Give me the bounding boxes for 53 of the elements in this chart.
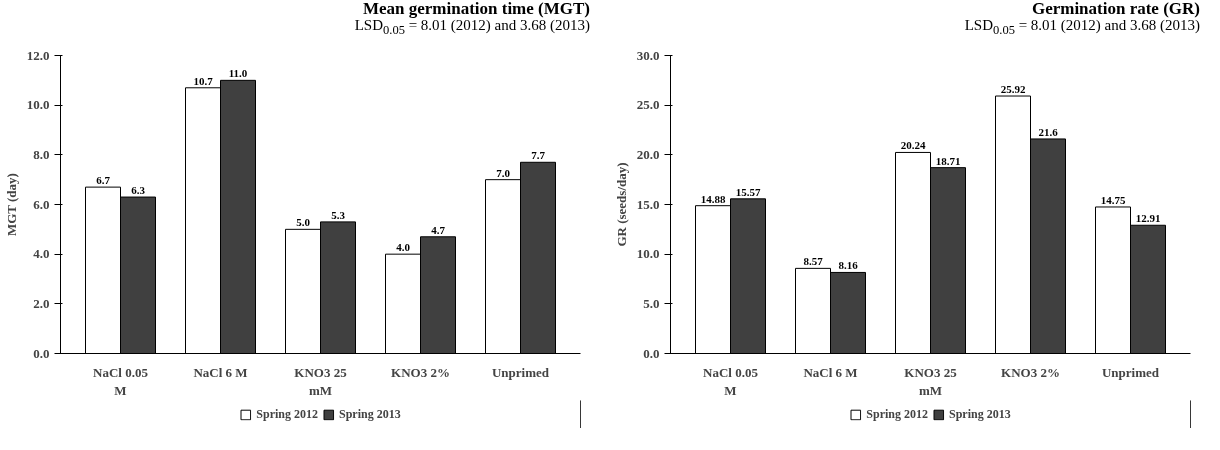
data-label: 14.75 — [1100, 193, 1126, 206]
y-tick-label: 4.0 — [33, 246, 50, 262]
legend-label: Spring 2013 — [949, 406, 1011, 422]
x-tick-label: KNO3 25 mM — [904, 364, 958, 398]
y-tick-label: 10.0 — [26, 97, 50, 113]
data-label: 20.24 — [900, 139, 926, 152]
data-label: 4.7 — [431, 223, 446, 236]
legend-label: Spring 2012 — [866, 406, 928, 422]
x-tick-label: KNO3 2% — [1001, 364, 1060, 380]
data-label: 14.88 — [700, 192, 726, 205]
legend-label: Spring 2013 — [339, 406, 401, 422]
y-tick-label: 0.0 — [643, 345, 660, 361]
data-label: 25.92 — [1000, 83, 1026, 96]
x-tick-label: KNO3 2% — [391, 364, 450, 380]
y-tick-label: 25.0 — [636, 97, 660, 113]
x-tick-label: NaCl 6 M — [193, 364, 248, 380]
y-axis-title: MGT (day) — [3, 173, 19, 237]
data-label: 12.91 — [1135, 212, 1161, 225]
data-label: 7.0 — [496, 166, 511, 179]
y-tick-label: 10.0 — [636, 246, 660, 262]
x-tick-label: Unprimed — [1101, 364, 1160, 380]
chart-title: Germination rate (GR) — [1030, 0, 1200, 18]
x-tick-label: Unprimed — [491, 364, 550, 380]
y-tick-label: 5.0 — [643, 295, 660, 311]
chart-subtitle: LSD$_{0.05}$ = 8.01 (2012) and 3.68 (2013) — [963, 16, 1200, 37]
data-label: 6.3 — [131, 184, 146, 197]
y-tick-label: 8.0 — [33, 146, 50, 162]
y-axis-title: GR (seeds/day) — [613, 162, 629, 247]
data-label: 7.7 — [531, 149, 546, 162]
data-label: 11.0 — [228, 67, 248, 80]
y-tick-label: 20.0 — [636, 146, 660, 162]
y-tick-label: 0.0 — [33, 345, 50, 361]
data-label: 21.6 — [1038, 125, 1059, 138]
chart-title: Mean germination time (MGT) — [361, 0, 590, 18]
y-tick-label: 30.0 — [636, 47, 660, 63]
data-label: 5.0 — [296, 216, 311, 229]
y-tick-label: 15.0 — [636, 196, 660, 212]
data-label: 15.57 — [735, 185, 761, 198]
y-tick-label: 12.0 — [26, 47, 50, 63]
data-label: 8.57 — [803, 255, 824, 268]
data-label: 8.16 — [838, 259, 859, 272]
y-tick-label: 2.0 — [33, 295, 50, 311]
data-label: 4.0 — [396, 241, 411, 254]
data-label: 10.7 — [193, 74, 214, 87]
data-label: 5.3 — [331, 208, 346, 221]
data-label: 6.7 — [96, 174, 111, 187]
data-label: 18.71 — [935, 154, 961, 167]
x-tick-label: NaCl 0.05 M — [93, 364, 149, 398]
y-tick-label: 6.0 — [33, 196, 50, 212]
legend-label: Spring 2012 — [256, 406, 318, 422]
x-tick-label: NaCl 6 M — [803, 364, 858, 380]
x-tick-label: NaCl 0.05 M — [703, 364, 759, 398]
x-tick-label: KNO3 25 mM — [294, 364, 348, 398]
